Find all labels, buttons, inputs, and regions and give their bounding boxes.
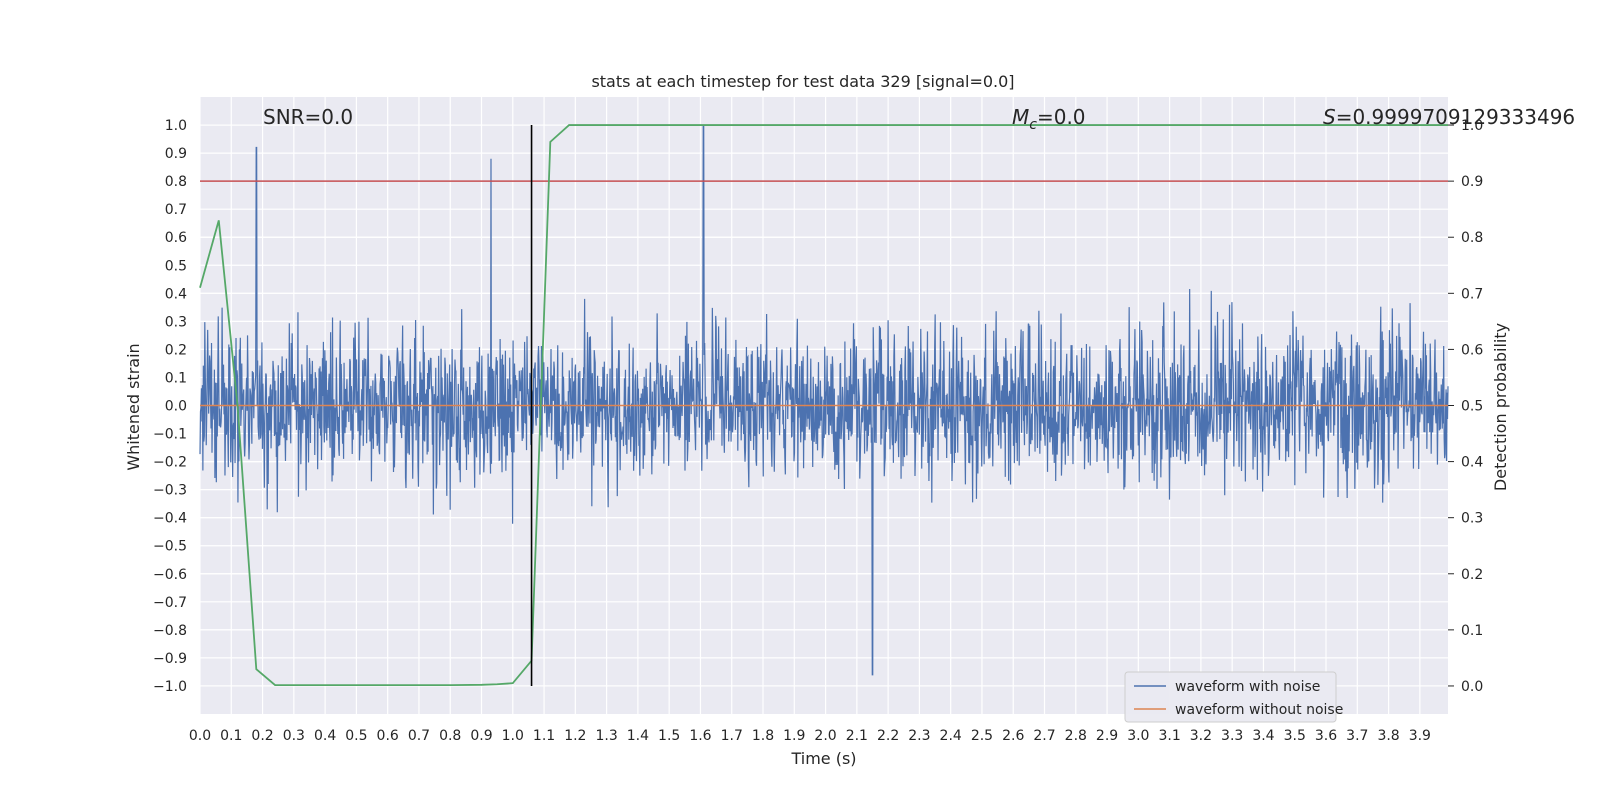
y2-tick-label: 0.4: [1461, 455, 1483, 471]
chirp-mass-annotation: Mc=0.0: [1012, 105, 1086, 133]
x-tick-label: 1.6: [689, 728, 711, 744]
x-tick-label: 3.9: [1409, 728, 1431, 744]
x-tick-label: 0.1: [220, 728, 242, 744]
legend-label-clean: waveform without noise: [1175, 702, 1343, 718]
series-line-noisy: [199, 124, 1449, 676]
chirp-mass-value: =0.0: [1037, 105, 1086, 129]
chart-title: stats at each timestep for test data 329…: [591, 72, 1014, 91]
y-axis-label: Whitened strain: [124, 343, 143, 470]
x-tick-label: 0.8: [439, 728, 461, 744]
x-tick-label: 1.7: [721, 728, 743, 744]
y-tick-label: 0.3: [165, 314, 187, 330]
series-line-detection-probability: [199, 124, 1448, 687]
x-tick-label: 0.9: [470, 728, 492, 744]
x-tick-label: 1.9: [783, 728, 805, 744]
y-tick-label: −0.9: [153, 651, 187, 667]
x-tick-label: 3.2: [1190, 728, 1212, 744]
x-tick-label: 2.7: [1033, 728, 1055, 744]
x-tick-label: 0.0: [189, 728, 211, 744]
x-tick-label: 2.9: [1096, 728, 1118, 744]
y2-tick-label: 1.0: [1461, 118, 1483, 134]
y-tick-label: −0.2: [153, 455, 187, 471]
x-tick-label: 3.1: [1158, 728, 1180, 744]
score-value: =0.9999709129333496: [1336, 105, 1575, 129]
x-tick-label: 1.4: [627, 728, 649, 744]
y-tick-label: −0.5: [153, 539, 187, 555]
y-tick-label: 0.0: [165, 399, 187, 415]
score-symbol: S: [1323, 105, 1336, 129]
y2-tick-label: 0.6: [1461, 342, 1483, 358]
x-tick-label: 3.0: [1127, 728, 1149, 744]
y-tick-label: −0.8: [153, 623, 187, 639]
snr-annotation: SNR=0.0: [263, 105, 353, 129]
x-tick-label: 1.2: [564, 728, 586, 744]
y-tick-label: 0.6: [165, 230, 187, 246]
y-tick-label: 0.5: [165, 258, 187, 274]
y-tick-label: 1.0: [165, 118, 187, 134]
x-axis-ticks: 0.0 0.1 0.2 0.3 0.4 0.5 0.6 0.7 0.8 0.9 1.0 1.1 1.2 1…: [189, 728, 1431, 744]
x-tick-label: 0.3: [283, 728, 305, 744]
x-tick-label: 1.0: [502, 728, 524, 744]
x-tick-label: 2.5: [971, 728, 993, 744]
y2-tick-label: 0.3: [1461, 511, 1483, 527]
y-tick-label: 0.4: [165, 286, 187, 302]
x-tick-label: 1.3: [595, 728, 617, 744]
y2-tick-label: 0.8: [1461, 230, 1483, 246]
x-tick-label: 2.1: [846, 728, 868, 744]
y2-axis-label: Detection probability: [1491, 323, 1510, 491]
y-tick-label: −0.1: [153, 427, 187, 443]
chirp-mass-symbol: M: [1012, 105, 1029, 129]
x-tick-label: 3.7: [1346, 728, 1368, 744]
x-tick-label: 2.6: [1002, 728, 1024, 744]
y-tick-label: −0.6: [153, 567, 187, 583]
y-tick-label: −0.3: [153, 483, 187, 499]
legend-label-noisy: waveform with noise: [1175, 679, 1320, 695]
legend: waveform with noise waveform without noi…: [1124, 671, 1343, 723]
y2-tick-label: 0.9: [1461, 174, 1483, 190]
y-tick-label: −0.7: [153, 595, 187, 611]
chirp-mass-subscript: c: [1029, 117, 1037, 133]
x-tick-label: 1.5: [658, 728, 680, 744]
y2-tick-label: 0.0: [1461, 679, 1483, 695]
x-tick-label: 0.4: [314, 728, 336, 744]
x-tick-label: 3.3: [1221, 728, 1243, 744]
y-tick-label: 0.2: [165, 342, 187, 358]
x-tick-label: 0.6: [377, 728, 399, 744]
x-tick-label: 3.6: [1315, 728, 1337, 744]
y2-axis-ticks: 0.0 0.1 0.2 0.3 0.4 0.5 0.6 0.7 0.8 0.9 1.0: [1448, 118, 1483, 695]
series-layer: [199, 124, 1449, 687]
y-tick-label: 0.1: [165, 370, 187, 386]
x-tick-label: 1.8: [752, 728, 774, 744]
y2-tick-label: 0.5: [1461, 399, 1483, 415]
legend-box: [1124, 671, 1337, 723]
x-tick-label: 2.2: [877, 728, 899, 744]
x-tick-label: 2.0: [814, 728, 836, 744]
y-tick-label: −1.0: [153, 679, 187, 695]
x-axis-label: Time (s): [790, 749, 856, 768]
x-tick-label: 3.8: [1377, 728, 1399, 744]
y-tick-label: 0.9: [165, 146, 187, 162]
x-tick-label: 0.7: [408, 728, 430, 744]
x-tick-label: 2.8: [1065, 728, 1087, 744]
x-tick-label: 0.5: [345, 728, 367, 744]
x-tick-label: 2.3: [908, 728, 930, 744]
y2-tick-label: 0.1: [1461, 623, 1483, 639]
y-tick-label: 0.8: [165, 174, 187, 190]
y2-tick-label: 0.7: [1461, 286, 1483, 302]
y2-tick-label: 0.2: [1461, 567, 1483, 583]
y-tick-label: 0.7: [165, 202, 187, 218]
score-annotation: S=0.9999709129333496: [1323, 105, 1575, 129]
y-tick-label: −0.4: [153, 511, 187, 527]
x-tick-label: 0.2: [251, 728, 273, 744]
x-tick-label: 1.1: [533, 728, 555, 744]
x-tick-label: 3.4: [1252, 728, 1274, 744]
y-axis-ticks: −1.0 −0.9 −0.8 −0.7 −0.6 −0.5 −0.4 −0.3 −0.2 −0.1…: [153, 118, 187, 695]
x-tick-label: 2.4: [940, 728, 962, 744]
x-tick-label: 3.5: [1284, 728, 1306, 744]
